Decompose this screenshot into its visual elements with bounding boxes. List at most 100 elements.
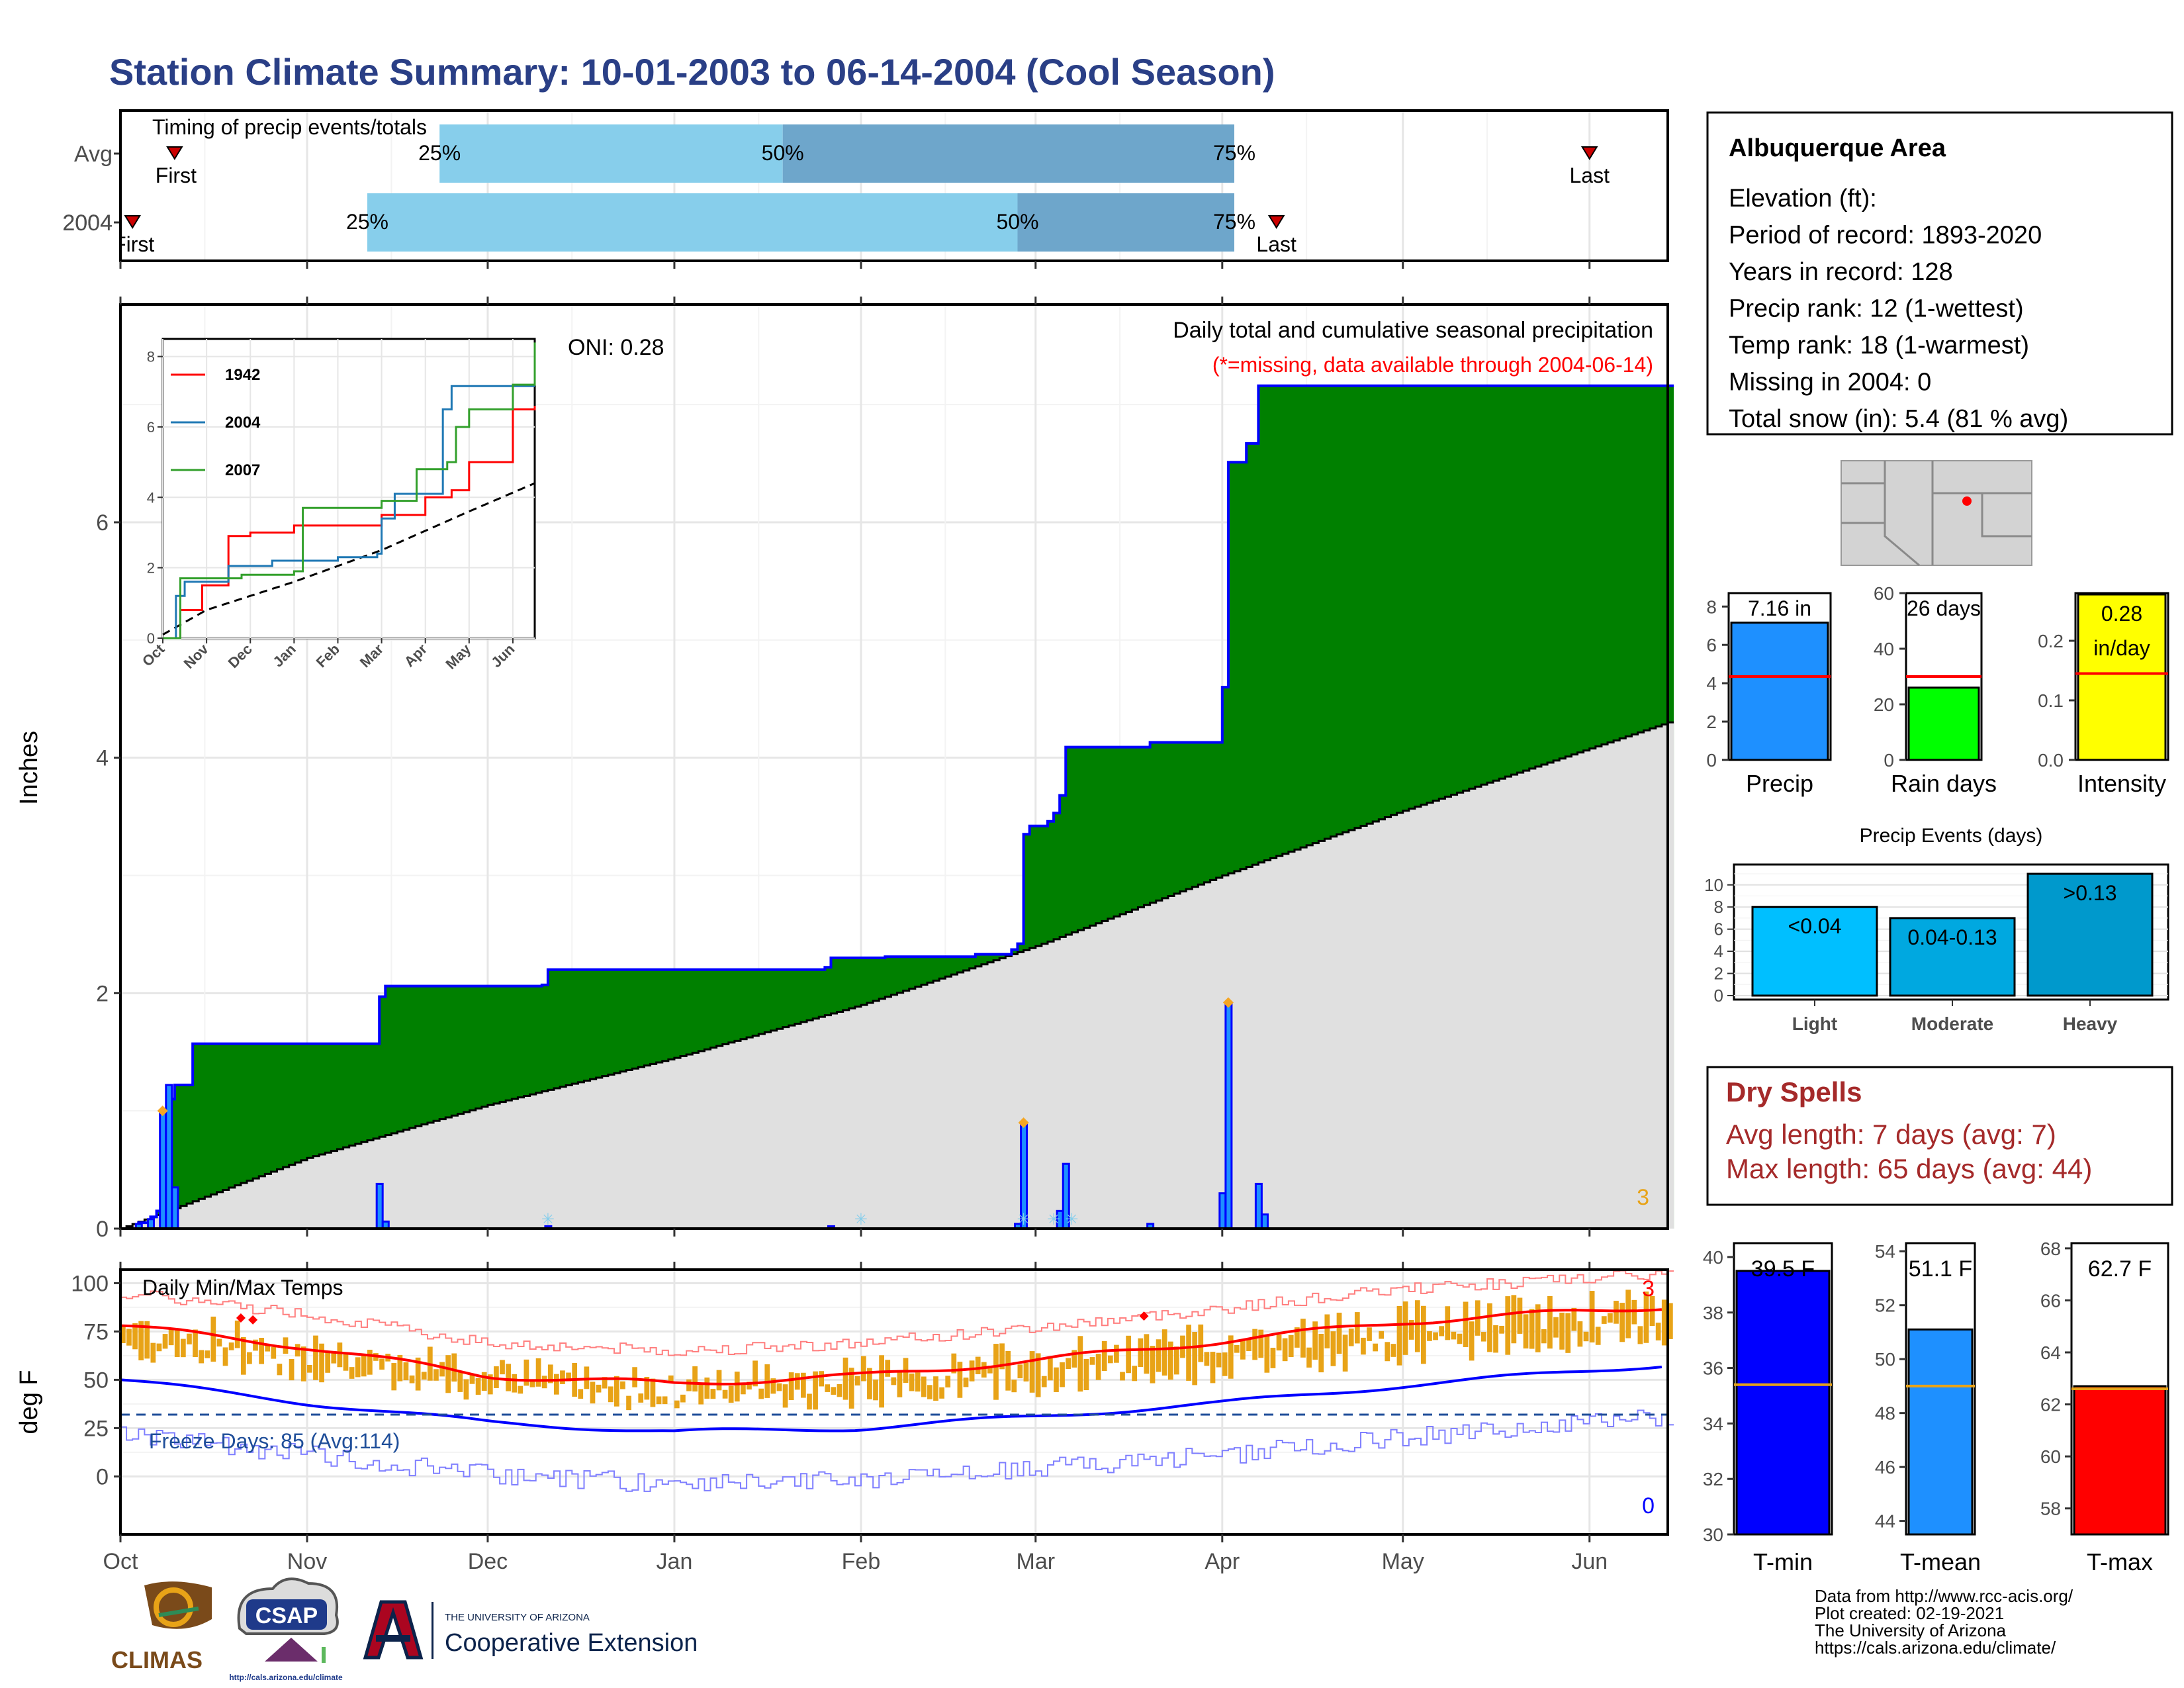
event-ytick-label: 2 [1714, 964, 1723, 984]
temp-xtick-label: Jan [657, 1549, 693, 1574]
summary-bar-name: Precip [1746, 770, 1813, 797]
summary-ytick-label: 40 [1874, 639, 1894, 659]
daily-temp-range-bar [1583, 1331, 1589, 1342]
daily-temp-range-bar [475, 1378, 481, 1395]
daily-temp-range-bar [319, 1343, 324, 1383]
summary-bar [2077, 593, 2167, 761]
daily-temp-range-bar [1011, 1380, 1017, 1393]
daily-precip-bar [1224, 1002, 1233, 1230]
timing-bar-25-50 [439, 124, 783, 183]
daily-temp-range-bar [1324, 1314, 1330, 1348]
summary-bar [1907, 686, 1980, 761]
daily-temp-range-bar [487, 1374, 493, 1395]
daily-temp-range-bar [1060, 1362, 1065, 1387]
summary-ytick-label: 0 [1884, 750, 1894, 771]
daily-temp-range-bar [451, 1353, 457, 1382]
daily-temp-range-bar [187, 1333, 192, 1344]
daily-temp-range-bar [1614, 1301, 1619, 1324]
daily-temp-range-bar [193, 1329, 198, 1358]
info-line: Period of record: 1893-2020 [1729, 222, 2042, 250]
temp-summary-ytick-label: 50 [1875, 1349, 1895, 1370]
daily-temp-range-bar [1210, 1352, 1216, 1383]
daily-temp-range-bar [349, 1367, 355, 1379]
temp-summary-ytick-label: 38 [1703, 1303, 1723, 1323]
daily-temp-range-bar [1402, 1301, 1408, 1355]
daily-temp-range-bar [873, 1380, 878, 1401]
last-event-label: Last [1256, 232, 1297, 256]
precip-ylabel: Inches [15, 731, 43, 805]
precip-panel: ✳ ✳ ✳ ✳ ✳ 0 2 4 6 Inches ONI: 0.28 Daily total … [15, 297, 1674, 1270]
daily-temp-range-bar [1300, 1319, 1306, 1358]
timing-bar-50-75 [1017, 193, 1234, 252]
summary-ytick-label: 20 [1874, 694, 1894, 715]
temp-summary-bar [2073, 1385, 2167, 1536]
daily-temp-range-bar [1132, 1366, 1138, 1382]
daily-temp-range-bar [1480, 1332, 1486, 1342]
avg-min-temp-line [120, 1365, 1662, 1432]
timing-panel: Timing of precip events/totals Avg 25% 50%… [62, 109, 1669, 269]
inset-legend-label: 2007 [225, 461, 260, 479]
info-line: Precip rank: 12 (1-wettest) [1729, 295, 2024, 323]
daily-temp-range-bar [794, 1373, 800, 1390]
daily-temp-range-bar [650, 1378, 656, 1407]
dry-spells-box: Dry Spells Avg length: 7 days (avg: 7) M… [1706, 1066, 2173, 1206]
daily-temp-range-bar [1047, 1356, 1053, 1381]
daily-temp-range-bar [156, 1343, 162, 1352]
temp-summary-ytick-label: 44 [1875, 1511, 1895, 1532]
daily-temp-range-bar [879, 1355, 884, 1408]
daily-temp-range-bar [969, 1360, 975, 1382]
daily-temp-range-bar [945, 1376, 951, 1387]
daily-temp-range-bar [421, 1372, 427, 1380]
summary-bar-label: 26 days [1907, 596, 1981, 620]
event-ytick-label: 4 [1714, 941, 1723, 961]
inset-series-line [163, 342, 536, 639]
summary-ytick-label: 0 [1706, 750, 1717, 771]
temp-summary-ytick-label: 32 [1703, 1469, 1723, 1489]
daily-temp-range-bar [1625, 1289, 1631, 1338]
daily-temp-range-bar [144, 1321, 150, 1359]
daily-temp-range-bar [1396, 1305, 1402, 1366]
daily-temp-range-bar [1541, 1329, 1547, 1344]
snow-marker: ✳ [1065, 1211, 1078, 1229]
daily-temp-range-bar [1463, 1301, 1469, 1347]
temp-summary-bar [1735, 1270, 1831, 1536]
timing-p75-label: 75% [1213, 141, 1255, 165]
daily-temp-range-bar [590, 1382, 596, 1404]
daily-temp-range-bar [199, 1350, 204, 1364]
daily-temp-range-bar [1487, 1303, 1492, 1352]
daily-temp-range-bar [1095, 1354, 1101, 1380]
daily-temp-range-bar [1066, 1358, 1071, 1370]
dry-avg: Avg length: 7 days (avg: 7) [1726, 1119, 2056, 1150]
event-bar [1889, 917, 2016, 997]
snow-marker: ✳ [854, 1211, 868, 1229]
daily-temp-range-bar [1361, 1337, 1366, 1355]
daily-temp-range-bar [1367, 1327, 1372, 1341]
top-precip-marker [1222, 997, 1234, 1008]
daily-temp-range-bar [253, 1339, 258, 1351]
summary-ytick-label: 6 [1706, 635, 1717, 655]
temp-bottom-count: 0 [1642, 1493, 1655, 1519]
timing-bar-25-50 [367, 193, 1018, 252]
daily-temp-range-bar [662, 1396, 668, 1405]
daily-temp-range-bar [277, 1364, 283, 1376]
daily-temp-range-bar [1041, 1376, 1047, 1387]
daily-temp-range-bar [1379, 1331, 1385, 1339]
dry-title: Dry Spells [1726, 1076, 1862, 1107]
daily-temp-range-bar [433, 1369, 439, 1381]
daily-temp-range-bar [674, 1400, 680, 1409]
daily-temp-range-bar [216, 1338, 222, 1347]
temp-xtick-label: Jun [1571, 1549, 1608, 1574]
daily-temp-range-bar [494, 1366, 499, 1388]
inset-ytick-label: 0 [147, 630, 155, 647]
daily-temp-range-bar [1523, 1314, 1529, 1349]
footer-line: Data from http://www.rcc-acis.org/ [1815, 1586, 2073, 1606]
inset-ytick-label: 6 [147, 419, 155, 436]
avg-max-temp-line [120, 1308, 1662, 1385]
daily-temp-range-bar [1246, 1339, 1251, 1352]
daily-temp-range-bar [1655, 1323, 1661, 1340]
daily-temp-range-bar [367, 1349, 373, 1375]
daily-temp-range-bar [782, 1384, 788, 1408]
daily-temp-range-bar [602, 1377, 608, 1389]
daily-temp-range-bar [1101, 1340, 1107, 1372]
